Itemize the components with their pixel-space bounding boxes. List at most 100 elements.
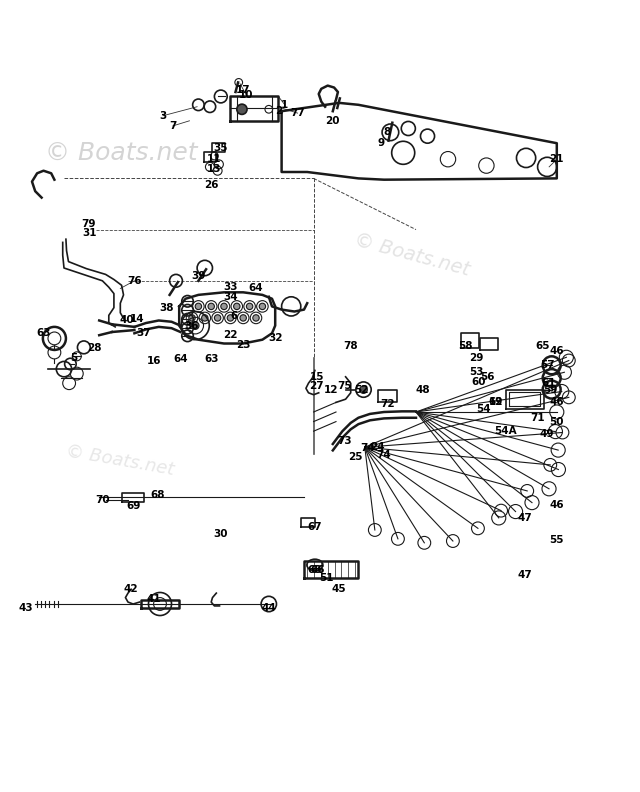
Text: 47: 47 — [517, 512, 532, 523]
Text: 21: 21 — [550, 154, 564, 164]
Circle shape — [221, 303, 227, 310]
Circle shape — [195, 303, 202, 310]
Circle shape — [246, 303, 253, 310]
Text: 34: 34 — [223, 291, 237, 302]
Text: 39: 39 — [191, 271, 205, 280]
Circle shape — [237, 105, 247, 114]
Text: 75: 75 — [337, 382, 351, 391]
Text: 67: 67 — [308, 522, 322, 532]
Text: 22: 22 — [223, 330, 237, 341]
Text: 61: 61 — [542, 379, 556, 388]
Text: 56: 56 — [481, 371, 495, 382]
Circle shape — [214, 314, 221, 321]
Text: 53: 53 — [470, 367, 484, 377]
Text: 46: 46 — [550, 346, 564, 356]
Text: 74: 74 — [376, 450, 392, 460]
Text: 6: 6 — [230, 311, 237, 321]
Text: 45: 45 — [332, 584, 346, 594]
Circle shape — [208, 303, 214, 310]
Text: © Boats.net: © Boats.net — [45, 141, 197, 165]
Text: 51: 51 — [319, 573, 333, 584]
Text: 47: 47 — [517, 570, 532, 581]
Text: 9: 9 — [377, 138, 385, 148]
Text: 52: 52 — [355, 385, 369, 394]
Text: 55: 55 — [550, 535, 564, 545]
Text: 64: 64 — [173, 354, 188, 364]
Text: 12: 12 — [324, 385, 339, 394]
Text: 78: 78 — [344, 341, 358, 351]
Text: 42: 42 — [124, 584, 138, 594]
Text: 48: 48 — [415, 385, 429, 394]
Text: 16: 16 — [147, 356, 161, 366]
Text: 36: 36 — [185, 321, 199, 330]
Text: 63: 63 — [36, 328, 51, 338]
Text: 11: 11 — [207, 154, 221, 164]
Text: 54: 54 — [476, 404, 490, 413]
Text: 65: 65 — [536, 341, 550, 351]
Text: 50: 50 — [550, 417, 564, 427]
Text: 13: 13 — [207, 164, 221, 173]
Circle shape — [259, 303, 266, 310]
Text: 60: 60 — [472, 377, 486, 387]
Text: 41: 41 — [147, 594, 161, 604]
Text: 28: 28 — [88, 343, 102, 353]
Text: 70: 70 — [95, 495, 109, 505]
Text: 37: 37 — [137, 328, 151, 338]
Text: 46: 46 — [550, 500, 564, 510]
Text: 69: 69 — [126, 501, 140, 511]
Text: 27: 27 — [310, 382, 324, 391]
Text: 58: 58 — [459, 341, 473, 351]
Text: 14: 14 — [131, 314, 145, 324]
Text: 26: 26 — [204, 180, 218, 190]
Text: 29: 29 — [470, 352, 484, 363]
Text: 77: 77 — [290, 109, 305, 118]
Circle shape — [191, 322, 199, 329]
Text: 68: 68 — [150, 490, 164, 501]
Text: 32: 32 — [268, 333, 282, 344]
Text: 64: 64 — [249, 284, 263, 294]
Text: 62: 62 — [489, 398, 503, 407]
Text: 30: 30 — [214, 528, 228, 539]
Circle shape — [234, 303, 240, 310]
Text: 10: 10 — [239, 90, 253, 101]
Text: 20: 20 — [326, 116, 340, 126]
Text: 35: 35 — [214, 143, 228, 153]
Text: 76: 76 — [127, 276, 141, 286]
Circle shape — [360, 386, 367, 394]
Text: 25: 25 — [348, 451, 362, 462]
Text: 68: 68 — [308, 565, 322, 575]
Text: 19: 19 — [489, 398, 503, 407]
Text: 40: 40 — [120, 315, 134, 326]
Text: 1: 1 — [281, 100, 289, 110]
Circle shape — [240, 314, 246, 321]
Text: 3: 3 — [159, 111, 167, 120]
Text: 71: 71 — [531, 413, 545, 424]
Circle shape — [189, 314, 195, 321]
Text: 17: 17 — [236, 85, 250, 95]
Text: 63: 63 — [204, 354, 218, 364]
Circle shape — [227, 314, 234, 321]
Text: 38: 38 — [159, 303, 173, 313]
Text: 59: 59 — [543, 385, 557, 394]
Text: 7: 7 — [169, 121, 177, 131]
Text: 46: 46 — [550, 398, 564, 407]
Text: 57: 57 — [540, 360, 554, 371]
Circle shape — [253, 314, 259, 321]
Text: 31: 31 — [83, 228, 97, 238]
Text: 15: 15 — [310, 371, 324, 382]
Text: 43: 43 — [19, 604, 33, 614]
Text: 44: 44 — [261, 604, 276, 614]
Text: 54A: 54A — [494, 426, 517, 436]
Text: 2: 2 — [275, 106, 282, 116]
Text: 24: 24 — [371, 442, 385, 452]
Text: 74: 74 — [360, 444, 376, 454]
Text: 79: 79 — [81, 219, 95, 230]
Text: 49: 49 — [540, 429, 554, 440]
Text: © Boats.net: © Boats.net — [64, 442, 175, 478]
Text: 66: 66 — [311, 565, 325, 575]
Circle shape — [202, 314, 208, 321]
Text: 33: 33 — [223, 282, 237, 292]
Text: 5: 5 — [70, 352, 77, 363]
Text: © Boats.net: © Boats.net — [352, 230, 472, 280]
Text: 72: 72 — [380, 398, 394, 409]
